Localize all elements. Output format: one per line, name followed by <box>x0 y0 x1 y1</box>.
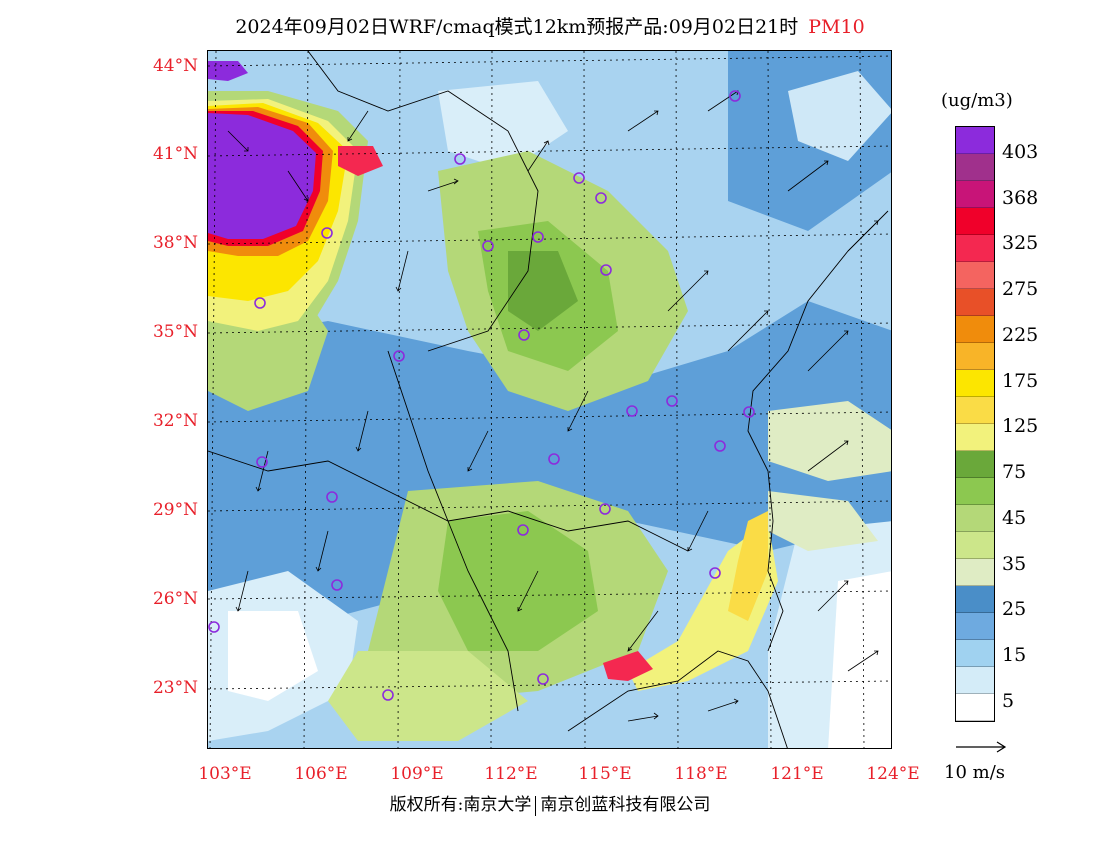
legend-swatch <box>956 181 994 208</box>
lat-label-44: 44°N <box>152 56 198 76</box>
legend-label-5: 5 <box>1002 690 1015 712</box>
legend-label-45: 45 <box>1002 507 1027 529</box>
legend-label-403: 403 <box>1002 141 1039 163</box>
wind-reference-label: 10 m/s <box>944 762 1005 783</box>
legend-swatch <box>956 289 994 316</box>
legend-swatch <box>956 694 994 721</box>
legend-swatch <box>956 424 994 451</box>
legend-swatch <box>956 370 994 397</box>
legend-swatch <box>956 316 994 343</box>
pm10-map <box>207 50 892 749</box>
legend-swatch <box>956 343 994 370</box>
copyright-left: 版权所有:南京大学 <box>389 795 532 815</box>
lon-label-103: 103°E <box>198 764 252 784</box>
legend-label-75: 75 <box>1002 461 1027 483</box>
legend-swatch <box>956 532 994 559</box>
legend-swatch <box>956 613 994 640</box>
footer-divider <box>535 795 537 816</box>
title-text: 2024年09月02日WRF/cmaq模式12km预报产品:09月02日21时 <box>235 16 799 38</box>
pollutant-name: PM10 <box>808 16 865 38</box>
legend-swatch <box>956 235 994 262</box>
lat-label-38: 38°N <box>152 233 198 253</box>
copyright-right: 南京创蓝科技有限公司 <box>540 795 711 815</box>
legend-label-25: 25 <box>1002 598 1027 620</box>
legend-swatch <box>956 478 994 505</box>
lat-label-32: 32°N <box>152 411 198 431</box>
lat-label-23: 23°N <box>152 678 198 698</box>
lat-label-29: 29°N <box>152 500 198 520</box>
legend-swatch <box>956 505 994 532</box>
legend-swatch <box>956 586 994 613</box>
legend-unit: (ug/m3) <box>941 90 1013 111</box>
legend-swatch <box>956 559 994 586</box>
legend-swatch <box>956 667 994 694</box>
legend-label-35: 35 <box>1002 553 1027 575</box>
legend-label-225: 225 <box>1002 324 1039 346</box>
lon-label-124: 124°E <box>866 764 920 784</box>
legend-label-325: 325 <box>1002 232 1039 254</box>
legend-label-275: 275 <box>1002 278 1039 300</box>
wind-reference-arrow-icon <box>956 741 1007 753</box>
legend-label-15: 15 <box>1002 644 1027 666</box>
lat-label-41: 41°N <box>152 144 198 164</box>
map-title: 2024年09月02日WRF/cmaq模式12km预报产品:09月02日21时 P… <box>0 12 1100 39</box>
legend-swatch <box>956 262 994 289</box>
lon-label-112: 112°E <box>484 764 538 784</box>
legend-swatch <box>956 397 994 424</box>
legend-label-125: 125 <box>1002 415 1039 437</box>
legend-label-175: 175 <box>1002 370 1039 392</box>
legend-swatch <box>956 208 994 235</box>
lon-label-109: 109°E <box>390 764 444 784</box>
copyright-footer: 版权所有:南京大学 南京创蓝科技有限公司 <box>0 790 1100 816</box>
lon-label-121: 121°E <box>770 764 824 784</box>
lon-label-115: 115°E <box>578 764 632 784</box>
lat-label-35: 35°N <box>152 322 198 342</box>
legend-swatch <box>956 127 994 154</box>
lat-label-26: 26°N <box>152 589 198 609</box>
lon-label-106: 106°E <box>294 764 348 784</box>
legend-label-368: 368 <box>1002 187 1039 209</box>
legend-swatch <box>956 451 994 478</box>
color-legend-bar <box>955 126 995 722</box>
legend-swatch <box>956 640 994 667</box>
legend-swatch <box>956 154 994 181</box>
concentration-map <box>208 51 891 748</box>
lon-label-118: 118°E <box>674 764 728 784</box>
